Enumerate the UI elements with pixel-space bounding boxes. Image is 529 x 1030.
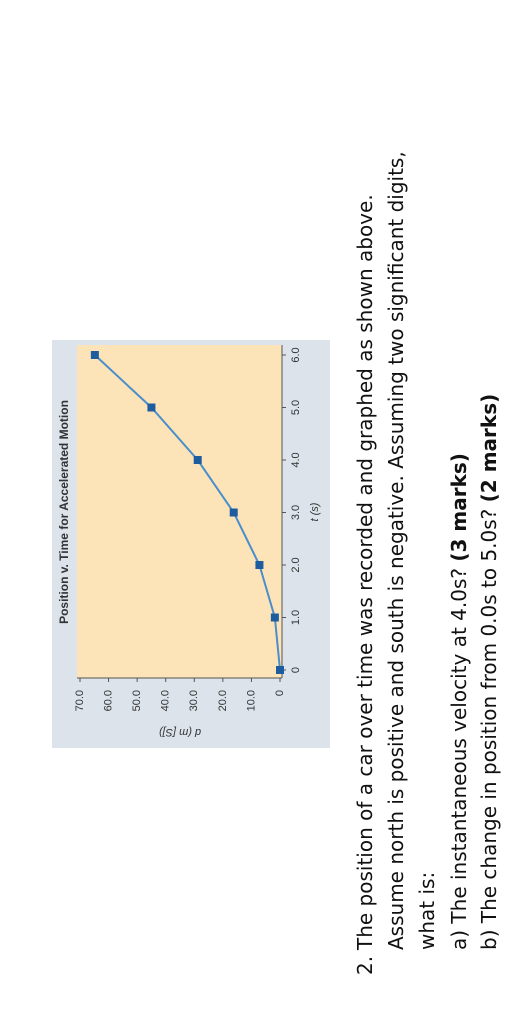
point — [229, 508, 238, 517]
question-number: 2. — [353, 955, 377, 975]
question-part: b) The change in position from 0.0s to 5… — [474, 394, 504, 950]
question-line: The position of a car over time was reco… — [353, 194, 377, 950]
part-marks: (3 marks) — [447, 453, 471, 562]
x-tick-label: 2.0 — [290, 557, 302, 572]
point — [255, 561, 264, 569]
x-tick-label: 3.0 — [290, 505, 302, 520]
x-tick-label: 4.0 — [290, 452, 302, 467]
chart-title: Position v. Time for Accelerated Motion — [57, 400, 71, 624]
x-tick-label: 1.0 — [290, 610, 302, 625]
question-line: Assume north is positive and south is ne… — [384, 151, 408, 950]
y-tick-label: 50.0 — [131, 690, 143, 711]
y-axis-label: d (m [S]) — [159, 726, 202, 738]
y-tick-label: 60.0 — [102, 690, 114, 711]
point — [147, 403, 156, 412]
point — [276, 666, 284, 674]
part-marks: (2 marks) — [477, 393, 501, 503]
y-tick-label: 0 — [274, 690, 286, 696]
x-tick-label: 6.0 — [290, 347, 302, 362]
question-line: what is: — [415, 871, 439, 950]
y-tick-label: 40.0 — [160, 690, 172, 711]
part-label: a) — [447, 929, 471, 950]
y-tick-label: 20.0 — [217, 690, 229, 711]
question-part: a) The instantaneous velocity at 4.0s? (… — [444, 453, 474, 950]
plot-area — [77, 345, 282, 678]
y-tick-label: 30.0 — [188, 690, 200, 711]
y-tick-label: 70.0 — [74, 690, 86, 711]
part-text: The change in position from 0.0s to 5.0s… — [477, 508, 501, 924]
x-tick-label: 0 — [290, 667, 302, 673]
x-tick-label: 5.0 — [290, 400, 302, 415]
point — [270, 613, 279, 622]
x-axis-label: t (s) — [309, 502, 321, 521]
point — [90, 351, 99, 359]
chart: Position v. Time for Accelerated Motion … — [52, 340, 330, 748]
point — [193, 456, 202, 464]
y-tick-label: 10.0 — [245, 690, 257, 711]
part-text: The instantaneous velocity at 4.0s? — [447, 568, 471, 924]
part-label: b) — [477, 929, 501, 951]
